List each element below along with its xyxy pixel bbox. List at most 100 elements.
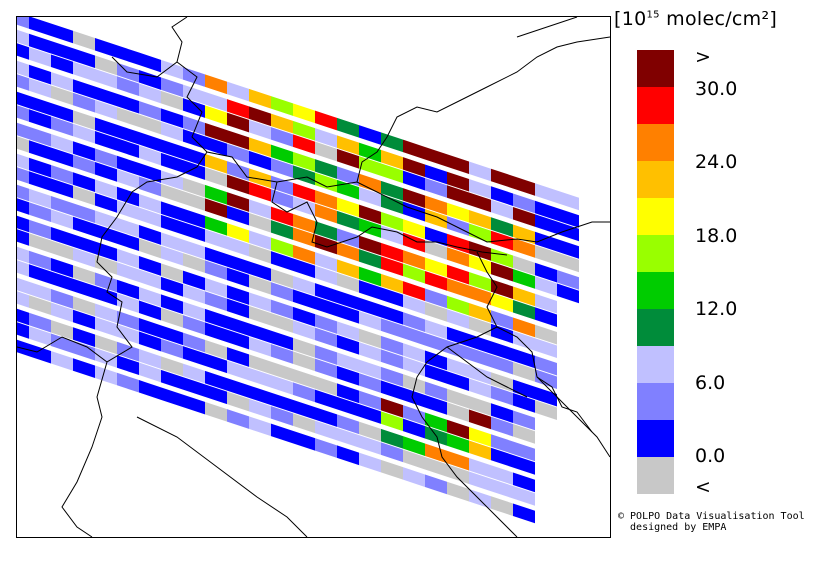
border-line [111,56,610,243]
swath-pixel [271,392,293,413]
legend-label: 18.0 [695,225,738,247]
swath-pixel [293,289,315,310]
legend-swatch [637,272,674,309]
swath-pixel [51,85,73,106]
swath-pixel [403,467,425,487]
swath-pixel [337,383,359,404]
swath-pixel [227,347,249,367]
swath-pixel [249,88,271,109]
swath-pixel [359,390,381,411]
swath-pixel [469,285,491,306]
legend-swatch [637,198,674,235]
swath-pixel [359,452,381,473]
swath-pixel [249,416,271,437]
swath-pixel [51,196,73,216]
swath-pixel [183,377,205,397]
swath-pixel [315,376,337,396]
swath-pixel [183,208,205,229]
swath-pixel [513,330,535,351]
swath-pixel [271,406,293,426]
swath-pixel [491,434,513,454]
swath-pixel [29,233,51,254]
swath-pixel [73,234,95,255]
swath-pixel [381,349,403,370]
legend-swatch [637,383,674,420]
swath-pixel [491,217,513,237]
swath-pixel [425,443,447,464]
swath-pixel [139,269,161,290]
swath-pixel [359,156,381,176]
swath-pixel [205,260,227,281]
swath-pixel [359,297,381,318]
map-panel[interactable] [16,16,611,538]
swath-pixel [139,194,161,214]
swath-pixel [337,197,359,218]
swath-pixel [29,343,51,364]
swath-pixel [557,252,579,273]
swath-pixel [161,108,183,129]
legend-label: 12.0 [695,298,738,320]
swath-pixel [425,394,447,415]
swath-pixel [17,60,29,78]
swath-pixel [51,289,73,309]
swath-pixel [513,392,535,413]
swath-pixel [315,252,337,272]
swath-pixel [17,91,29,109]
swath-pixel [425,412,447,433]
swath-pixel [29,64,51,85]
swath-pixel [293,120,315,141]
swath-pixel [491,403,513,423]
swath-pixel [161,90,183,111]
swath-pixel [491,385,513,406]
swath-pixel [535,307,557,327]
swath-pixel [271,237,293,258]
swath-pixel [403,294,425,315]
swath-pixel [139,101,161,121]
swath-pixel [557,190,579,211]
swath-pixel [293,182,315,203]
swath-pixel [95,69,117,89]
swath-pixel [359,249,381,269]
swath-pixel [513,348,535,369]
swath-pixel [337,117,359,138]
swath-pixel [227,298,249,319]
swath-pixel [535,183,557,203]
swath-pixel [381,411,403,432]
swath-pixel [205,136,227,157]
swath-pixel [513,410,535,431]
swath-pixel [447,419,469,440]
swath-pixel [139,132,161,152]
map-canvas[interactable] [17,17,610,537]
swath-pixel [17,184,29,202]
swath-pixel [117,324,139,345]
swath-pixel [95,162,117,182]
swath-pixel [183,332,205,353]
swath-pixel [337,334,359,355]
swath-pixel [513,361,535,382]
swath-pixel [17,277,29,295]
swath-pixel [117,279,139,300]
swath-pixel [315,159,337,179]
swath-pixel [183,284,205,304]
swath-pixel [513,472,535,493]
swath-pixel [315,190,337,210]
swath-pixel [469,178,491,199]
swath-pixel [315,358,337,379]
swath-pixel [205,246,227,267]
swath-pixel [139,238,161,259]
swath-pixel [29,126,51,147]
swath-pixel [17,122,29,140]
swath-pixel [227,409,249,429]
swath-pixel [161,356,183,377]
swath-pixel [205,291,227,312]
border-line [271,181,508,256]
swath-pixel [359,142,381,163]
swath-pixel [227,378,249,398]
swath-pixel [359,204,381,225]
swath-pixel [73,48,95,69]
swath-pixel [73,79,95,100]
swath-pixel [491,465,513,485]
swath-pixel [425,257,447,278]
swath-pixel [51,134,73,154]
swath-pixel [271,127,293,147]
